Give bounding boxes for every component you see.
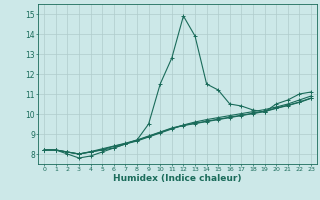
X-axis label: Humidex (Indice chaleur): Humidex (Indice chaleur)	[113, 174, 242, 183]
